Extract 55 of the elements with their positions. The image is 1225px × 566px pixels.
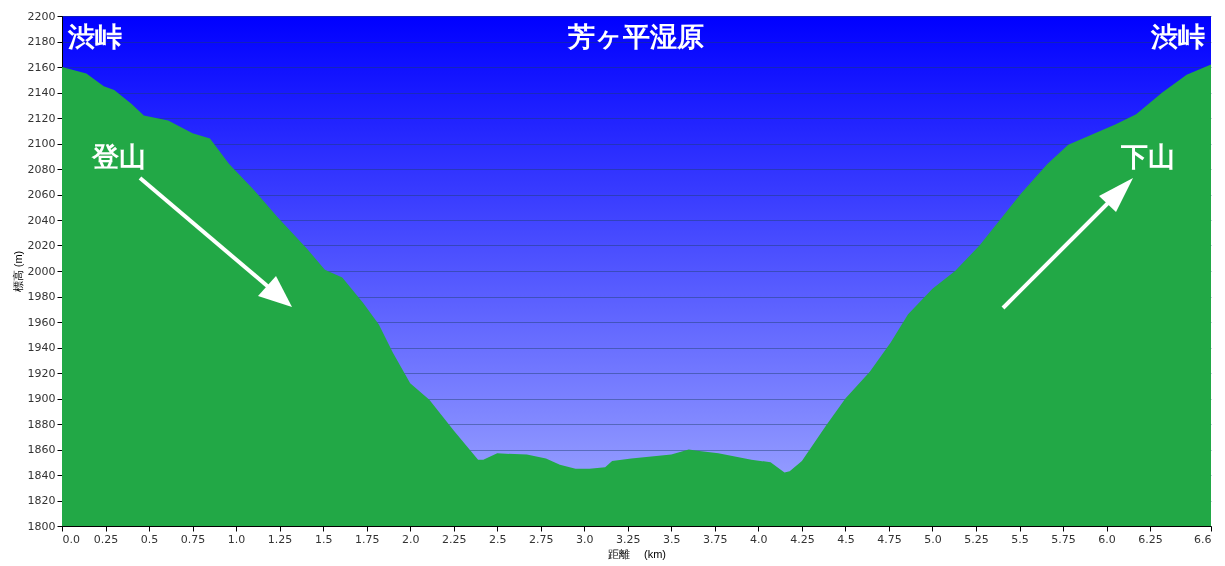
x-tick-label: 1.25	[267, 532, 293, 546]
y-tick-label: 1940	[27, 341, 56, 354]
x-tick-label: 2.0	[401, 532, 420, 546]
x-tick-label: 1.5	[314, 532, 333, 546]
annotation: 登山	[91, 142, 146, 172]
y-axis-title: 標高 (m)	[11, 250, 24, 293]
annotation: 下山	[1120, 142, 1175, 172]
x-tick-label: 0.0	[62, 532, 80, 546]
y-tick-label: 2140	[27, 86, 56, 99]
y-tick-label: 2020	[27, 239, 56, 252]
y-tick-label: 1960	[27, 315, 56, 329]
x-tick-label: 3.0	[576, 532, 594, 546]
y-tick-label: 2180	[27, 35, 56, 48]
x-tick-label: 6.0	[1098, 532, 1116, 546]
x-tick-label: 5.5	[1011, 532, 1029, 546]
x-axis-title: 距離 (km)	[607, 547, 667, 560]
x-tick-label: 0.25	[93, 532, 119, 546]
x-tick-label: 1.75	[354, 532, 380, 546]
y-tick-label: 1900	[27, 392, 56, 405]
x-tick-label: 4.5	[837, 532, 855, 546]
y-tick-label: 1880	[27, 417, 56, 431]
y-tick-label: 2160	[27, 60, 56, 74]
x-tick-label: 4.0	[750, 532, 768, 546]
y-tick-label: 2040	[27, 213, 56, 227]
y-tick-label: 2100	[27, 137, 56, 150]
annotation: 芳ヶ平湿原	[567, 22, 704, 52]
x-tick-label: 2.5	[488, 532, 507, 546]
y-tick-label: 1800	[27, 519, 56, 533]
y-tick-label: 1860	[27, 443, 56, 456]
y-tick-label: 1820	[27, 494, 56, 507]
x-tick-label: 5.0	[924, 532, 942, 546]
x-tick-label: 4.25	[790, 532, 815, 546]
x-tick-label: 0.5	[140, 532, 159, 546]
annotation: 渋峠	[67, 22, 122, 52]
x-tick-label: 3.75	[703, 532, 728, 546]
x-tick-label: 2.75	[529, 532, 554, 546]
y-tick-label: 1920	[27, 366, 56, 380]
x-tick-label: 6.6	[1194, 532, 1212, 546]
x-tick-label: 5.25	[964, 532, 989, 546]
x-tick-label: 3.25	[616, 532, 641, 546]
x-tick-label: 6.25	[1138, 532, 1163, 546]
x-tick-label: 5.75	[1051, 532, 1076, 546]
y-tick-label: 2060	[27, 188, 56, 201]
x-tick-label: 2.25	[441, 532, 467, 546]
annotation: 渋峠	[1150, 22, 1205, 52]
y-tick-label: 1980	[27, 290, 56, 303]
x-tick-label: 4.75	[877, 532, 902, 546]
x-tick-label: 1.0	[227, 532, 246, 546]
y-tick-label: 2000	[27, 264, 56, 278]
y-tick-label: 2200	[27, 9, 56, 23]
x-tick-label: 3.5	[663, 532, 681, 546]
y-tick-label: 2120	[27, 111, 56, 125]
y-tick-label: 2080	[27, 162, 56, 176]
y-tick-label: 1840	[27, 468, 56, 482]
x-tick-label: 0.75	[180, 532, 206, 546]
